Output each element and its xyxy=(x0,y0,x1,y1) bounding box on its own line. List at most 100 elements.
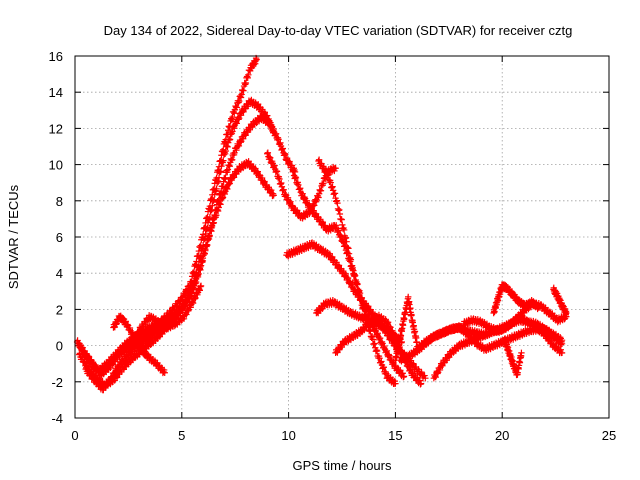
x-tick-label: 0 xyxy=(71,428,78,443)
data-point xyxy=(261,178,268,185)
chart-title: Day 134 of 2022, Sidereal Day-to-day VTE… xyxy=(104,23,573,38)
data-point xyxy=(317,187,325,194)
data-point xyxy=(299,190,306,197)
y-tick-label: 14 xyxy=(49,85,63,100)
data-point xyxy=(358,294,366,302)
y-tick-label: 4 xyxy=(56,266,63,281)
data-point xyxy=(329,183,336,190)
data-point xyxy=(373,346,380,354)
data-point xyxy=(192,275,200,282)
data-point xyxy=(330,191,337,198)
data-point xyxy=(199,254,207,262)
data-point xyxy=(361,301,368,308)
data-point xyxy=(78,344,86,352)
data-point xyxy=(226,180,233,187)
data-point xyxy=(217,168,225,175)
data-point xyxy=(331,190,339,197)
data-point xyxy=(208,223,216,231)
data-point xyxy=(344,274,352,282)
data-point xyxy=(333,222,340,229)
data-point xyxy=(235,99,242,106)
data-point xyxy=(332,165,339,172)
data-point xyxy=(188,289,195,297)
data-point xyxy=(273,168,281,175)
data-point xyxy=(276,175,283,183)
data-point xyxy=(210,219,218,226)
data-point xyxy=(191,295,199,302)
axis-ticks: 0 5 10 15 20 25 -4 -2 0 2 4 6 8 10 12 14 16 xyxy=(49,49,617,443)
data-point xyxy=(277,139,284,147)
data-point xyxy=(340,226,348,234)
data-point xyxy=(343,238,350,245)
data-point xyxy=(223,184,230,192)
data-point xyxy=(85,353,92,360)
data-point xyxy=(434,370,441,377)
data-point xyxy=(192,278,199,286)
data-point xyxy=(268,186,275,194)
data-point xyxy=(339,225,347,232)
data-point xyxy=(417,381,424,388)
series-sat-m xyxy=(392,293,420,364)
data-point xyxy=(220,157,227,164)
data-point xyxy=(223,142,231,150)
data-point xyxy=(410,360,417,367)
data-point xyxy=(237,139,244,146)
data-point xyxy=(213,212,220,219)
data-point xyxy=(245,71,252,79)
data-point xyxy=(363,307,370,315)
data-point xyxy=(111,371,118,379)
data-point xyxy=(369,336,377,343)
data-point xyxy=(289,168,297,176)
data-point xyxy=(190,282,197,290)
data-point xyxy=(323,172,331,179)
data-point xyxy=(253,56,260,63)
data-point xyxy=(359,302,367,309)
y-tick-label: 16 xyxy=(49,49,63,64)
data-point xyxy=(214,207,222,215)
data-point xyxy=(278,179,285,187)
data-point xyxy=(400,373,408,380)
data-point xyxy=(379,365,386,372)
data-point xyxy=(327,179,334,186)
series-sat-t xyxy=(550,284,570,318)
data-point xyxy=(187,304,194,311)
data-point xyxy=(235,142,243,150)
data-point xyxy=(306,210,313,218)
data-point xyxy=(325,171,332,179)
data-point xyxy=(186,288,194,295)
data-point xyxy=(230,174,238,181)
data-point xyxy=(352,276,359,284)
data-point xyxy=(218,162,225,170)
data-point xyxy=(381,342,388,350)
data-point xyxy=(242,132,249,139)
data-point xyxy=(281,150,288,157)
data-point xyxy=(405,361,412,368)
data-point xyxy=(207,208,214,215)
data-point xyxy=(349,264,356,272)
data-point xyxy=(320,180,327,187)
data-point xyxy=(231,110,238,117)
data-point xyxy=(221,150,229,157)
data-point xyxy=(407,365,414,373)
data-point xyxy=(270,192,277,199)
data-point xyxy=(194,271,202,279)
x-axis-label: GPS time / hours xyxy=(293,458,392,473)
data-point xyxy=(221,175,229,183)
data-point xyxy=(240,108,247,116)
data-point xyxy=(384,320,391,327)
data-point xyxy=(92,361,99,369)
data-point xyxy=(342,234,350,241)
data-point xyxy=(354,280,361,288)
data-point xyxy=(219,195,226,202)
data-point xyxy=(342,270,349,278)
data-point xyxy=(266,117,273,125)
data-point xyxy=(189,299,197,307)
data-point xyxy=(558,340,566,347)
data-point xyxy=(376,334,384,342)
data-point xyxy=(315,156,323,163)
data-point xyxy=(224,166,232,173)
data-point xyxy=(160,366,168,374)
data-point xyxy=(272,168,279,176)
data-point xyxy=(282,151,289,158)
data-point xyxy=(413,338,420,346)
